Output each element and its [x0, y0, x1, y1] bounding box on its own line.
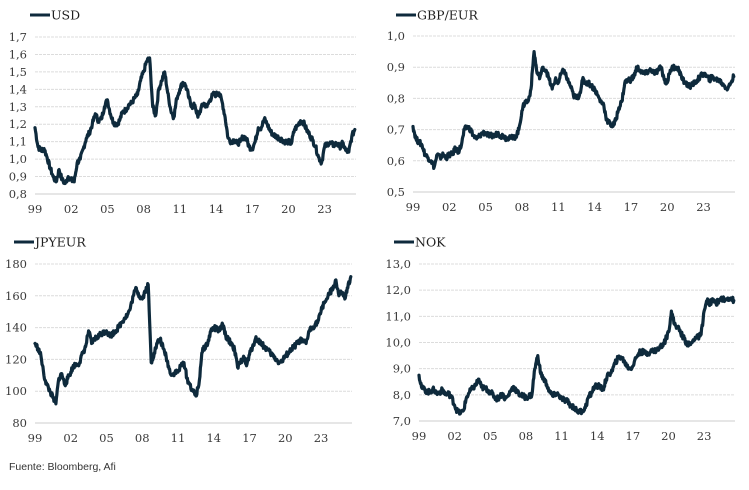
legend: USD — [30, 8, 80, 23]
x-tick-label: 02 — [63, 431, 78, 445]
y-tick-label: 1,4 — [9, 82, 27, 96]
y-tick-label: 1,5 — [9, 65, 27, 79]
x-tick-label: 05 — [483, 429, 498, 443]
x-tick-label: 23 — [696, 200, 711, 214]
source-note: Fuente: Bloomberg, Afi — [9, 461, 116, 473]
y-tick-label: 120 — [5, 352, 27, 366]
x-tick-label: 23 — [314, 431, 329, 445]
y-tick-label: 0,7 — [387, 123, 405, 137]
series-line-gbpeur — [411, 50, 736, 170]
x-tick-label: 23 — [317, 202, 332, 216]
y-tick-label: 8,0 — [393, 388, 411, 402]
x-tick-label: 08 — [136, 202, 151, 216]
legend-label: NOK — [415, 235, 446, 250]
y-tick-label: 80 — [12, 416, 27, 430]
y-tick-label: 9,0 — [393, 362, 411, 376]
x-tick-label: 99 — [28, 202, 43, 216]
x-tick-label: 08 — [519, 429, 534, 443]
y-tick-label: 160 — [5, 289, 27, 303]
x-tick-label: 08 — [135, 431, 150, 445]
series-line-nok — [417, 295, 736, 416]
y-tick-label: 0,9 — [9, 170, 27, 184]
x-tick-label: 20 — [661, 429, 676, 443]
x-tick-label: 02 — [64, 202, 79, 216]
x-tick-label: 08 — [515, 200, 530, 214]
y-tick-label: 0,5 — [387, 185, 405, 199]
y-tick-label: 1,2 — [9, 117, 27, 131]
x-tick-label: 20 — [281, 202, 296, 216]
x-tick-label: 99 — [28, 431, 43, 445]
x-tick-label: 17 — [242, 431, 257, 445]
y-tick-label: 1,3 — [9, 100, 27, 114]
y-tick-label: 1,7 — [9, 30, 27, 44]
y-tick-label: 10,0 — [385, 336, 411, 350]
y-tick-label: 180 — [5, 257, 27, 271]
chart-jpyeur: JPYEUR 80 100 120 140 160 180 99 02 05 08 11 14 17 20 2… — [5, 235, 353, 445]
x-tick-label: 20 — [660, 200, 675, 214]
y-tick-label: 1,1 — [9, 135, 27, 149]
y-tick-label: 13,0 — [385, 257, 411, 271]
x-tick-label: 20 — [278, 431, 293, 445]
y-tick-label: 11,0 — [385, 309, 411, 323]
x-tick-label: 14 — [587, 200, 602, 214]
x-tick-label: 14 — [206, 431, 221, 445]
series-line-jpyeur — [33, 275, 353, 406]
y-tick-label: 1,6 — [9, 47, 27, 61]
legend-label: JPYEUR — [33, 235, 86, 250]
y-tick-label: 1,0 — [387, 29, 405, 43]
x-tick-label: 14 — [590, 429, 605, 443]
chart-usd: USD 0,8 0,9 1,0 1,1 1,2 1,3 1,4 1,5 1,6 1,7 99 02 05 0… — [9, 8, 357, 216]
chart-nok: NOK 7,0 8,0 9,0 10,0 11,0 12,0 13,0 99 02 05 08 11 14… — [385, 235, 736, 443]
x-tick-label: 14 — [209, 202, 224, 216]
x-tick-label: 99 — [412, 429, 427, 443]
legend: JPYEUR — [14, 235, 86, 250]
x-tick-label: 05 — [100, 202, 115, 216]
x-tick-label: 05 — [99, 431, 114, 445]
y-tick-label: 100 — [5, 384, 27, 398]
y-tick-label: 0,6 — [387, 154, 405, 168]
legend: NOK — [394, 235, 446, 250]
series-line-usd — [33, 56, 357, 186]
legend-label: GBP/EUR — [417, 8, 478, 23]
x-tick-label: 02 — [442, 200, 457, 214]
x-tick-label: 11 — [554, 429, 569, 443]
y-tick-label: 1,0 — [9, 152, 27, 166]
y-tick-label: 12,0 — [385, 283, 411, 297]
x-tick-label: 11 — [171, 431, 186, 445]
data-points — [35, 58, 355, 184]
x-tick-label: 17 — [245, 202, 260, 216]
y-tick-label: 0,8 — [387, 91, 405, 105]
x-tick-label: 11 — [551, 200, 566, 214]
x-tick-label: 23 — [697, 429, 712, 443]
x-tick-label: 05 — [478, 200, 493, 214]
x-tick-label: 17 — [626, 429, 641, 443]
legend: GBP/EUR — [396, 8, 478, 23]
y-tick-label: 7,0 — [393, 414, 411, 428]
x-tick-label: 11 — [172, 202, 187, 216]
legend-label: USD — [51, 8, 80, 23]
y-tick-label: 0,9 — [387, 60, 405, 74]
y-tick-label: 140 — [5, 321, 27, 335]
x-tick-label: 17 — [624, 200, 639, 214]
x-tick-label: 02 — [447, 429, 462, 443]
x-tick-label: 99 — [406, 200, 421, 214]
chart-gbpeur: GBP/EUR 0,5 0,6 0,7 0,8 0,9 1,0 99 02 05 08 11 14 17 2… — [387, 8, 736, 214]
y-tick-label: 0,8 — [9, 187, 27, 201]
